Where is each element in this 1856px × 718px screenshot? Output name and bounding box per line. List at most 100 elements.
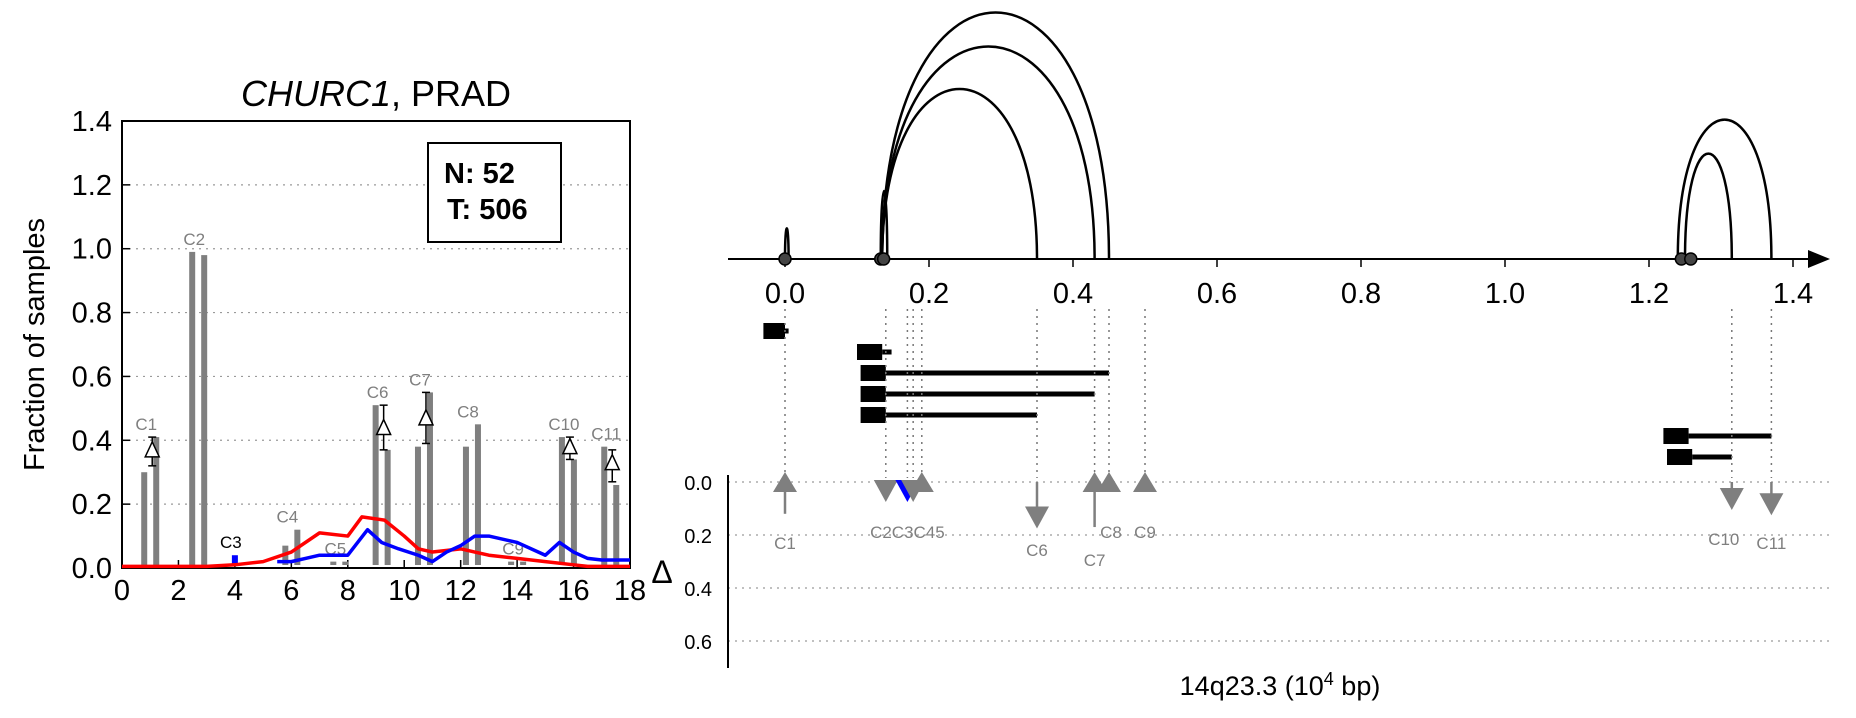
transcript-exon [860, 407, 886, 423]
bar [384, 449, 391, 565]
y-tick-label: 0.0 [72, 553, 112, 585]
marker-label: C6 [1026, 541, 1048, 560]
marker-label: C7 [1084, 551, 1106, 570]
x-tick-label: 16 [557, 575, 589, 607]
bar [558, 437, 565, 565]
delta-tick-label: 0.2 [684, 526, 712, 548]
delta-marker [909, 472, 934, 492]
bar [508, 561, 515, 565]
bar [601, 446, 608, 565]
x-tick-label: 14 [501, 575, 533, 607]
x-axis-label-main: 14q23.3 (10 [1180, 671, 1324, 701]
x-tick-label: 18 [614, 575, 646, 607]
bar [613, 484, 620, 565]
delta-marker [375, 417, 392, 436]
legend-tumor-count: T: 506 [447, 194, 528, 226]
title-cancer: , PRAD [391, 73, 511, 114]
bar [372, 405, 379, 565]
x-tick-label: 4 [227, 575, 243, 607]
bar [201, 255, 208, 565]
transcript-exon [1663, 428, 1689, 444]
x-tick-label: 0.2 [909, 278, 949, 310]
junction-arc [1683, 152, 1734, 260]
cluster-label: C11 [591, 425, 621, 444]
delta-tick-label: 0.4 [684, 579, 712, 601]
x-tick-label: 10 [388, 575, 420, 607]
marker-label: C10 [1708, 530, 1739, 549]
y-tick-label: 1.0 [72, 234, 112, 266]
bar [231, 555, 238, 565]
junction-dot [876, 252, 891, 266]
delta-tick-label: 0.6 [684, 632, 712, 654]
delta-marker [561, 436, 579, 455]
x-axis-label-unit: bp) [1334, 671, 1381, 701]
junction-arc [880, 45, 1096, 260]
x-tick-label: 0.6 [1197, 278, 1237, 310]
y-tick-label: 0.4 [72, 425, 112, 457]
cluster-label: C6 [367, 383, 389, 402]
right-gene-diagram: 0.0 0.2 0.4 0.6 0.8 1.0 1.2 1.4 0.0 0.2 0.4 0.6 Δ C1 C… [651, 11, 1830, 701]
cluster-label: C3 [220, 533, 242, 552]
x-axis-label-exponent: 4 [1324, 669, 1334, 689]
cluster-label: C10 [548, 415, 579, 434]
marker-label: C9 [1134, 523, 1156, 542]
bar [570, 459, 577, 565]
bar [153, 437, 160, 565]
junction-arc [880, 11, 1111, 260]
junction-arc [879, 189, 889, 260]
delta-marker [1097, 472, 1121, 492]
legend-box [427, 142, 562, 243]
x-tick-label: 0 [114, 575, 130, 607]
marker-label: C1 [774, 534, 796, 553]
y-axis-label: Fraction of samples [19, 218, 51, 471]
cluster-label: C7 [409, 370, 431, 389]
y-tick-label: 0.2 [72, 489, 112, 521]
bar [189, 251, 196, 565]
delta-marker [144, 440, 161, 458]
transcript-exon [1667, 449, 1693, 465]
marker-label: C11 [1756, 534, 1786, 553]
delta-marker [604, 452, 621, 471]
bar [141, 472, 148, 565]
delta-axis-label: Δ [651, 554, 672, 590]
left-bar-chart: 0.0 0.2 0.4 0.6 0.8 1.0 1.2 1.4 0 2 4 6 8 10 12 14 16 18 F… [19, 73, 646, 607]
cluster-label: C1 [135, 415, 157, 434]
y-tick-label: 0.8 [72, 298, 112, 330]
delta-marker [1133, 472, 1157, 492]
x-tick-label: 0.0 [765, 278, 805, 310]
junction-arc [1676, 118, 1773, 260]
junction-dot [778, 252, 792, 266]
bar [342, 561, 349, 565]
delta-marker [417, 408, 435, 426]
x-tick-label: 0.8 [1341, 278, 1381, 310]
x-tick-label: 0.4 [1053, 278, 1093, 310]
chart-title: CHURC1, PRAD [241, 73, 511, 114]
delta-marker [773, 472, 797, 492]
x-tick-label: 1.4 [1773, 278, 1813, 310]
transcript-exon [860, 386, 886, 402]
delta-marker [1759, 493, 1784, 516]
delta-tick-label: 0.0 [684, 473, 712, 495]
y-tick-label: 0.6 [72, 361, 112, 393]
transcript-exon [860, 365, 886, 381]
delta-marker [873, 480, 898, 502]
y-tick-label: 1.2 [72, 170, 112, 202]
series-line [122, 515, 630, 569]
bar [330, 561, 337, 565]
bar [426, 392, 433, 565]
junction-dot [1684, 252, 1698, 266]
delta-marker [1719, 487, 1744, 510]
x-tick-label: 2 [170, 575, 186, 607]
junction-arc [880, 88, 1039, 260]
x-tick-label: 1.0 [1485, 278, 1525, 310]
bar [462, 446, 469, 565]
x-tick-label: 6 [283, 575, 299, 607]
plot-frame [121, 120, 631, 569]
x-tick-label: 12 [445, 575, 477, 607]
delta-marker [1025, 506, 1049, 529]
bar [474, 424, 481, 565]
bar [520, 561, 527, 565]
junction-arc [783, 227, 790, 260]
bar [414, 446, 421, 565]
